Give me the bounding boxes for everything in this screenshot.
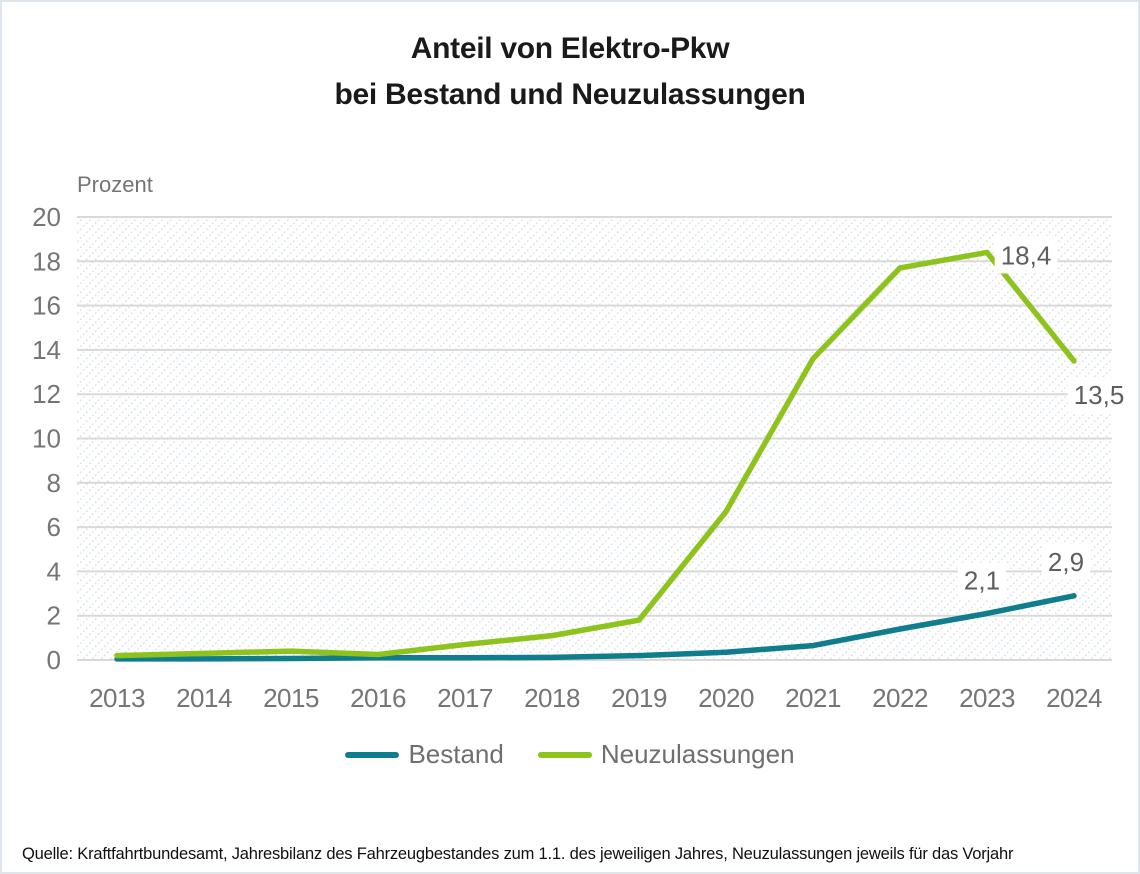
y-tick-label: 16 [32,291,61,321]
y-tick-label: 4 [47,556,61,586]
y-tick-label: 8 [47,468,61,498]
bestand-line-swatch [345,751,400,758]
chart-title: Anteil von Elektro-Pkw bei Bestand und N… [2,26,1138,118]
annotation-13,5: 13,5 [1067,376,1131,413]
annotation-label: 2,9 [1048,547,1084,577]
y-tick-label: 18 [32,246,61,276]
x-tick-label: 2024 [1046,683,1102,713]
axis-tick-labels: 0 2 4 6 8 10 12 14 16 18 20 2013 2014 2015 2016 2017 201… [32,202,1102,713]
series-line-neuzulassungen [114,249,1077,659]
chart-title-line2: bei Bestand und Neuzulassungen [334,78,806,111]
y-tick-label: 2 [47,601,61,631]
y-tick-label: 14 [32,335,61,365]
annotation-label-background [994,237,1058,274]
annotation-label: 18,4 [1001,240,1052,270]
annotation-label-background [1067,376,1131,413]
legend-label-neuzulassungen: Neuzulassungen [600,739,795,769]
y-tick-label: 12 [32,379,61,409]
annotation-label: 13,5 [1074,380,1125,410]
x-tick-label: 2018 [524,683,580,713]
annotation-2,9: 2,9 [1041,543,1091,580]
annotation-label-background [957,562,1007,599]
chart-legend: Bestand Neuzulassungen [2,739,1138,770]
x-tick-label: 2021 [785,683,841,713]
neuzulassungen-line-swatch [537,751,592,758]
y-axis-unit-label: Prozent [77,172,153,197]
source-note: Quelle: Kraftfahrtbundesamt, Jahresbilan… [22,845,1014,863]
x-tick-label: 2019 [611,683,667,713]
x-tick-label: 2015 [263,683,319,713]
data-point-annotations: 18,4 13,5 2,1 2,9 [957,237,1131,599]
legend-label-bestand: Bestand [408,739,504,769]
annotation-label: 2,1 [964,565,1000,595]
annotation-18,4: 18,4 [994,237,1058,274]
series-line-bestand [114,593,1077,662]
y-tick-label: 20 [32,202,61,232]
x-tick-label: 2022 [872,683,928,713]
x-tick-label: 2017 [437,683,493,713]
y-tick-label: 6 [47,512,61,542]
x-tick-label: 2023 [959,683,1015,713]
x-tick-label: 2020 [698,683,754,713]
annotation-label-background [1041,543,1091,580]
chart-title-line1: Anteil von Elektro-Pkw [410,32,730,65]
y-tick-label: 10 [32,424,61,454]
annotation-2,1: 2,1 [957,562,1007,599]
legend-item-neuzulassungen: Neuzulassungen [537,739,795,770]
x-tick-label: 2014 [176,683,232,713]
legend-item-bestand: Bestand [345,739,504,770]
x-tick-label: 2013 [89,683,145,713]
x-tick-label: 2016 [350,683,406,713]
series-lines [114,249,1077,662]
y-tick-label: 0 [47,645,61,675]
